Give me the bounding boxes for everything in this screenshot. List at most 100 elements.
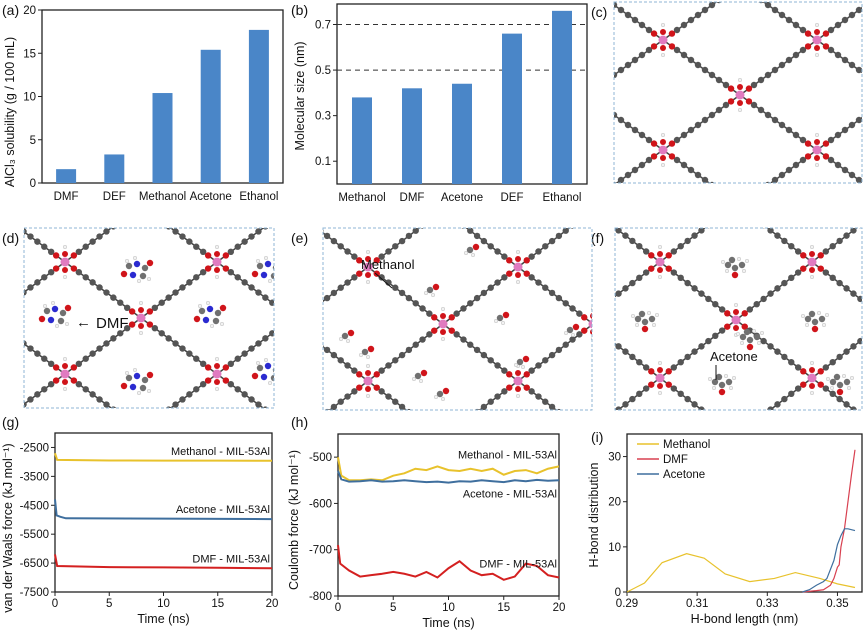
bar [200,49,221,183]
carbon-atom [476,513,482,519]
carbon-atom [843,348,850,355]
linker-bond [736,146,812,204]
carbon-atom [89,126,95,132]
dmf-molecule-atom [264,256,269,261]
carbon-atom [562,228,569,234]
carbon-atom [380,493,386,499]
carbon-atom [392,171,398,177]
meoh-molecule-atom [442,387,450,395]
hydrogen-atom [810,244,815,249]
oxygen-atom [731,542,737,548]
oxygen-atom [442,211,448,217]
acetone-molecule-atom [736,332,741,337]
carbon-atom [249,290,255,296]
carbon-atom [186,574,192,580]
acetone-molecule-atom [725,269,730,274]
carbon-atom [788,399,794,405]
oxygen-atom [809,499,815,505]
carbon-atom [569,533,575,539]
carbon-atom [535,279,542,286]
carbon-atom [603,196,609,202]
linker-bond [663,260,740,315]
carbon-atom [385,248,392,255]
carbon-atom [747,538,753,544]
carbon-atom [228,160,234,166]
oxygen-atom [800,252,807,259]
oxygen-atom [0,308,1,314]
acetone-molecule-atom [731,264,739,272]
carbon-atom [576,103,582,109]
carbon-atom [0,213,6,219]
carbon-atom [767,186,773,192]
aluminum-atom [363,262,373,272]
carbon-atom [614,111,618,119]
carbon-atom [719,191,725,197]
carbon-atom [830,507,836,513]
carbon-atom [624,171,632,179]
carbon-atom [629,470,635,476]
carbon-atom [615,406,622,410]
oxygen-atom [515,386,521,392]
acetone-molecule-atom [738,261,746,269]
carbon-atom [392,284,399,291]
structure-c [520,2,862,315]
hydrogen-atom [139,443,143,447]
oxygen-atom [733,425,739,431]
oxygen-atom [524,143,530,149]
carbon-atom [103,228,110,235]
carbon-atom [186,279,193,286]
oxygen-atom [71,476,77,482]
linker-bond [141,430,217,486]
carbon-atom [276,217,282,223]
carbon-atom [795,480,801,486]
carbon-atom [622,348,629,355]
carbon-atom [497,356,503,362]
carbon-atom [569,212,575,218]
hydrogen-atom [738,218,742,222]
carbon-atom [563,456,569,462]
carbon-atom [310,564,316,570]
hydrogen-atom [582,303,586,307]
carbon-atom [617,528,623,534]
carbon-atom [603,310,609,316]
carbon-atom [345,162,351,168]
carbon-atom [638,131,646,139]
series-annotation: Methanol - MIL-53Al [458,450,557,462]
oxygen-atom [222,364,230,371]
carbon-atom [795,596,801,602]
carbon-atom [691,401,698,408]
carbon-atom [760,337,767,345]
aluminum-atom [812,145,822,155]
carbon-atom [610,336,616,342]
carbon-atom [159,524,165,530]
carbon-atom [830,127,836,133]
meoh-molecule-atom [366,355,371,360]
carbon-atom [850,522,856,528]
carbon-atom [560,417,566,423]
carbon-atom [636,358,643,366]
acetone-molecule-atom [732,376,737,381]
linker-bond [443,495,518,552]
oxygen-atom [357,489,363,495]
carbon-atom [712,449,718,455]
carbon-atom [645,156,653,164]
oxygen-atom [290,323,296,329]
acetone-molecule-atom [715,373,723,381]
carbon-atom [567,443,573,449]
carbon-atom [520,27,526,33]
carbon-atom [622,285,629,292]
oxygen-atom [742,542,748,548]
carbon-atom [691,116,697,122]
carbon-atom [781,404,787,410]
oxygen-atom [590,199,596,205]
carbon-atom [762,228,765,229]
carbon-atom [24,401,27,408]
carbon-atom [687,166,695,174]
oxygen-atom [299,441,305,447]
oxygen-atom [728,208,734,214]
carbon-atom [41,274,48,281]
oxygen-atom [138,323,144,329]
dmf-molecule-atom [47,316,55,324]
linker-bond [369,318,445,374]
hydrogen-atom [582,565,586,569]
